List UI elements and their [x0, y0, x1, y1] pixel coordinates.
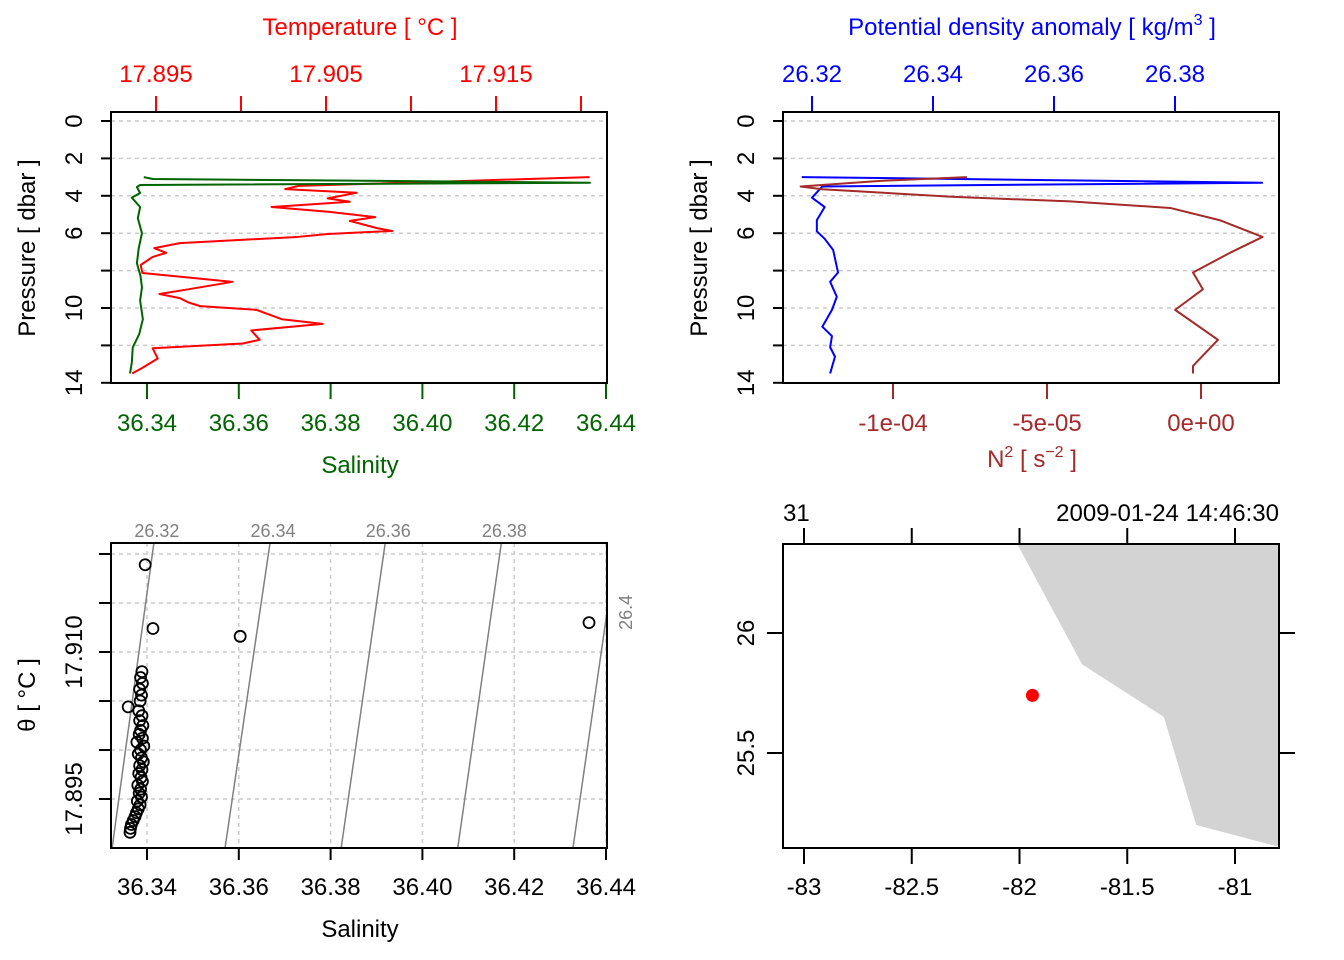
longitude-tick-label: -81.5: [1100, 874, 1155, 901]
ts-point: [130, 735, 144, 749]
temperature-axis-title: Temperature [ °C ]: [263, 14, 458, 41]
n2-profile-line: [799, 176, 1264, 374]
title-superscript: 3: [1194, 12, 1203, 29]
salinity-tick-label: 36.36: [209, 874, 269, 901]
theta-axis-title: θ [ °C ]: [14, 658, 41, 732]
salinity-tick-label: 36.34: [117, 410, 177, 437]
plot-frame: [782, 111, 1280, 384]
ts-point: [233, 629, 247, 643]
label-text: ]: [1064, 446, 1077, 473]
salinity-tick-label: 36.38: [301, 410, 361, 437]
temperature-tick-label: 17.895: [119, 61, 192, 88]
salinity-tick-label: 36.34: [117, 874, 177, 901]
pressure-tick-label: 6: [733, 227, 760, 240]
n2-tick-label: 0e+00: [1167, 410, 1234, 437]
density-profile-line: [801, 176, 1264, 374]
longitude-tick-label: -81: [1218, 874, 1253, 901]
latitude-tick-label: 25.5: [733, 730, 760, 777]
panel-density-buoyancy-profile: 0 2 4 6 10 14 26.32 26.34 26.36 26.38 -1e-04 -5e-05…: [686, 12, 1280, 473]
salinity-axis-title: Salinity: [321, 916, 398, 943]
density-contour-label: 26.34: [250, 521, 295, 541]
n2-tick-label: -1e-04: [858, 410, 927, 437]
salinity-tick-label: 36.42: [484, 410, 544, 437]
station-time-label: 2009-01-24 14:46:30: [1056, 500, 1279, 527]
ts-point: [132, 727, 146, 741]
density-tick-label: 26.32: [782, 61, 842, 88]
density-tick-label: 26.36: [1024, 61, 1084, 88]
label-text: [ s: [1013, 446, 1045, 473]
density-axis-title: Potential density anomaly [ kg/m3 ]: [848, 12, 1216, 41]
pressure-tick-label: 0: [61, 114, 88, 127]
density-contours: [111, 543, 607, 848]
density-contour-line: [224, 543, 271, 848]
ts-point: [133, 694, 147, 708]
density-tick-label: 26.38: [1145, 61, 1205, 88]
density-contour-line: [457, 543, 503, 848]
density-contour-line: [572, 607, 607, 848]
salinity-tick-label: 36.40: [392, 874, 452, 901]
temperature-profile-line: [131, 176, 590, 375]
ts-point: [135, 688, 148, 702]
title-text: Potential density anomaly [ kg/m: [848, 14, 1194, 41]
ts-point: [135, 790, 148, 804]
salinity-tick-label: 36.44: [576, 874, 636, 901]
ts-point: [582, 616, 596, 629]
salinity-tick-label: 36.44: [576, 410, 636, 437]
longitude-tick-label: -83: [787, 874, 822, 901]
pressure-tick-label: 6: [61, 227, 88, 240]
plot-frame: [782, 543, 1280, 849]
pressure-tick-label: 14: [61, 369, 88, 396]
longitude-tick-label: -82: [1002, 874, 1037, 901]
salinity-tick-label: 36.40: [392, 410, 452, 437]
ts-point: [136, 755, 150, 769]
panel-station-map: -83 -82.5 -82 -81.5 -81 26 25.5 31 2009-01-24 14…: [733, 500, 1295, 901]
pressure-tick-label: 4: [61, 189, 88, 202]
pressure-axis-title: Pressure [ dbar ]: [686, 159, 713, 336]
ts-point: [123, 825, 137, 839]
salinity-tick-label: 36.38: [301, 874, 361, 901]
temperature-tick-label: 17.905: [289, 61, 362, 88]
temperature-tick-label: 17.915: [459, 61, 532, 88]
label-superscript: 2: [1004, 444, 1013, 461]
pressure-tick-label: 2: [733, 152, 760, 165]
pressure-tick-label: 4: [733, 189, 760, 202]
latitude-tick-label: 26: [733, 620, 760, 647]
density-contour-line: [340, 543, 386, 848]
panel-ts-diagram: 36.34 36.36 36.38 36.40 36.42 36.44 17.895 17.9…: [14, 521, 636, 943]
pressure-axis-title: Pressure [ dbar ]: [14, 159, 41, 336]
density-contour-line: [111, 543, 155, 848]
salinity-axis-title: Salinity: [321, 452, 398, 479]
theta-tick-label: 17.910: [61, 615, 88, 688]
plot-frame: [110, 111, 608, 384]
land-polygon: [1017, 544, 1279, 847]
longitude-tick-label: -82.5: [884, 874, 939, 901]
density-contour-label: 26.32: [134, 521, 179, 541]
label-superscript: −2: [1045, 444, 1063, 461]
pressure-tick-label: 0: [733, 114, 760, 127]
label-text: N: [987, 446, 1004, 473]
theta-tick-label: 17.895: [61, 762, 88, 835]
ts-point: [138, 558, 152, 572]
plot-frame: [110, 542, 608, 849]
n2-tick-label: -5e-05: [1012, 410, 1081, 437]
station-number-label: 31: [783, 500, 810, 527]
pressure-tick-label: 2: [61, 152, 88, 165]
panel-temperature-salinity-profile: 0 2 4 6 10 14 17.895 17.905 17.915 36.34 36.36 36.3…: [14, 14, 636, 479]
salinity-profile-line: [129, 176, 591, 374]
salinity-tick-label: 36.42: [484, 874, 544, 901]
ts-point: [146, 622, 160, 635]
salinity-tick-label: 36.36: [209, 410, 269, 437]
density-tick-label: 26.34: [903, 61, 963, 88]
density-contour-label: 26.36: [366, 521, 411, 541]
n2-axis-title: N2 [ s−2 ]: [987, 444, 1077, 473]
density-contour-label: 26.38: [482, 521, 527, 541]
pressure-tick-label: 10: [733, 295, 760, 322]
pressure-tick-label: 10: [61, 295, 88, 322]
station-marker[interactable]: [1025, 688, 1039, 702]
title-text: ]: [1203, 14, 1216, 41]
pressure-tick-label: 14: [733, 369, 760, 396]
density-contour-label: 26.4: [616, 595, 636, 630]
